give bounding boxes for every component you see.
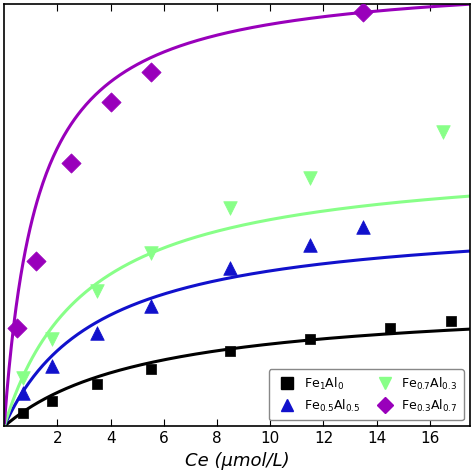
Point — [306, 174, 314, 182]
Point — [93, 329, 101, 337]
Point — [147, 302, 155, 310]
Point — [386, 325, 394, 332]
Point — [67, 159, 74, 166]
Point — [32, 257, 40, 264]
Point — [447, 317, 455, 325]
Point — [306, 242, 314, 249]
Point — [147, 249, 155, 257]
Point — [107, 99, 114, 106]
Point — [227, 347, 234, 355]
Point — [19, 374, 27, 382]
Point — [19, 390, 27, 397]
Point — [147, 365, 155, 373]
Point — [14, 325, 21, 332]
Point — [48, 397, 56, 405]
Point — [360, 224, 367, 231]
Point — [147, 68, 155, 76]
Point — [93, 381, 101, 388]
Point — [306, 335, 314, 343]
Point — [48, 362, 56, 370]
Point — [227, 204, 234, 211]
Point — [360, 8, 367, 16]
X-axis label: Ce (μmol/L): Ce (μmol/L) — [185, 452, 289, 470]
Point — [227, 264, 234, 272]
Legend: Fe$_1$Al$_0$, Fe$_{0.5}$Al$_{0.5}$, Fe$_{0.7}$Al$_{0.3}$, Fe$_{0.3}$Al$_{0.7}$: Fe$_1$Al$_0$, Fe$_{0.5}$Al$_{0.5}$, Fe$_… — [269, 369, 464, 420]
Point — [93, 287, 101, 294]
Point — [439, 128, 447, 136]
Point — [19, 409, 27, 417]
Point — [48, 335, 56, 343]
